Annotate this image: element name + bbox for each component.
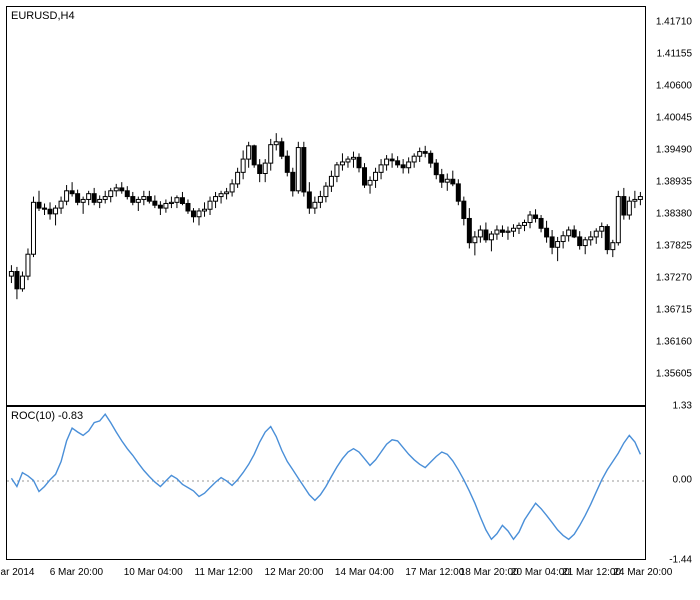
price-y-tick: 1.40600	[656, 81, 692, 92]
time-x-tick: 11 Mar 12:00	[195, 567, 253, 578]
indicator-panel[interactable]: ROC(10) -0.83	[6, 406, 646, 560]
time-x-tick: 21 Mar 12:00	[562, 567, 621, 578]
indicator-panel-label: ROC(10) -0.83	[11, 410, 83, 422]
price-y-tick: 1.35605	[656, 369, 692, 380]
time-x-tick: 20 Mar 04:00	[511, 567, 570, 578]
indicator-y-axis: 1.330.00-1.44	[646, 406, 694, 560]
price-y-tick: 1.37825	[656, 241, 692, 252]
price-y-tick: 1.36715	[656, 305, 692, 316]
price-y-tick: 1.41155	[657, 49, 692, 60]
time-x-tick: 17 Mar 12:00	[405, 567, 464, 578]
time-x-tick: 24 Mar 20:00	[613, 567, 672, 578]
indicator-y-tick: 0.00	[673, 474, 692, 485]
time-x-tick: 14 Mar 04:00	[335, 567, 394, 578]
price-y-tick: 1.40045	[656, 113, 692, 124]
price-y-tick: 1.39490	[656, 145, 692, 156]
chart-container: EURUSD,H4 1.417101.411551.406001.400451.…	[0, 0, 700, 600]
time-x-tick: 18 Mar 20:00	[460, 567, 519, 578]
time-x-axis: 5 Mar 20146 Mar 20:0010 Mar 04:0011 Mar …	[6, 560, 646, 600]
indicator-chart-svg	[7, 407, 647, 561]
indicator-y-tick: -1.44	[669, 555, 692, 566]
price-panel-label: EURUSD,H4	[11, 10, 75, 22]
price-y-tick: 1.37270	[656, 273, 692, 284]
price-y-tick: 1.38935	[656, 177, 692, 188]
price-y-tick: 1.41710	[656, 17, 692, 28]
price-panel[interactable]: EURUSD,H4	[6, 6, 646, 406]
price-chart-svg	[7, 7, 647, 407]
time-x-tick: 6 Mar 20:00	[50, 567, 103, 578]
indicator-y-tick: 1.33	[673, 401, 692, 412]
time-x-tick: 12 Mar 20:00	[265, 567, 324, 578]
price-y-axis: 1.41710 1.41155 1.40600 1.40045 1.39490 1.389…	[646, 6, 694, 406]
price-y-tick: 1.36160	[656, 337, 692, 348]
price-y-tick: 1.38380	[656, 209, 692, 220]
time-x-tick: 10 Mar 04:00	[124, 567, 183, 578]
time-x-tick: 5 Mar 2014	[0, 567, 34, 578]
